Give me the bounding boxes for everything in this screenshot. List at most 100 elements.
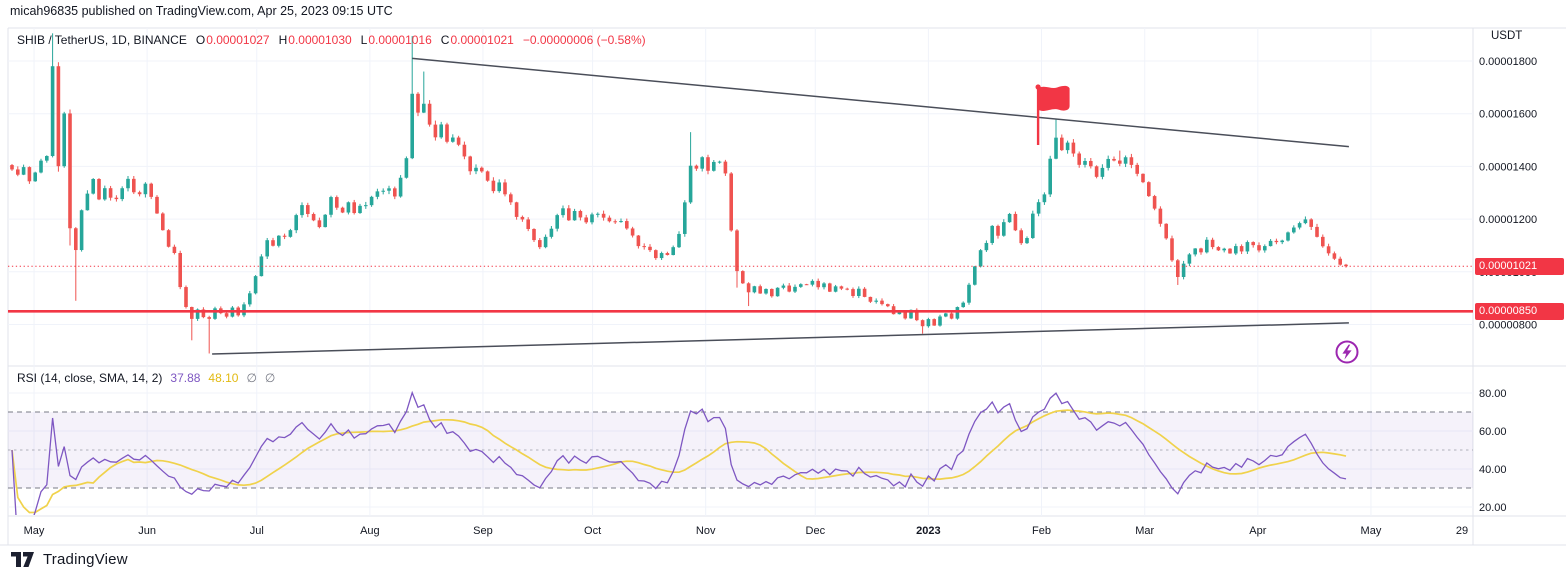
candle	[561, 208, 565, 216]
candle	[642, 246, 646, 248]
candle	[358, 205, 362, 214]
time-axis-label: Aug	[360, 525, 380, 537]
candle	[590, 214, 594, 223]
candle	[1147, 182, 1151, 197]
candle	[271, 240, 275, 246]
candle	[1176, 260, 1180, 277]
candle	[56, 66, 61, 167]
candle	[45, 156, 49, 161]
candle	[903, 311, 907, 319]
candle	[369, 196, 374, 206]
candle	[932, 319, 936, 326]
rsi-tick-label: 60.00	[1479, 426, 1507, 438]
candle	[613, 221, 617, 223]
candle	[103, 188, 107, 200]
descending-resistance[interactable]	[412, 57, 1349, 148]
ascending-support[interactable]	[212, 322, 1349, 355]
candle	[961, 302, 965, 308]
rsi-sma-line	[11, 409, 1347, 514]
candle	[764, 288, 768, 294]
candle	[1216, 247, 1221, 251]
candle	[137, 192, 142, 195]
candle	[781, 285, 786, 288]
candle	[1199, 248, 1203, 253]
candle	[1245, 242, 1250, 252]
candle	[335, 197, 339, 208]
change-value: −0.00000006 (−0.58%)	[522, 33, 646, 47]
candle	[253, 276, 258, 294]
candle	[741, 271, 745, 284]
candle	[578, 210, 583, 218]
candle	[949, 313, 954, 319]
candle	[729, 173, 733, 231]
time-axis-label: Jul	[250, 525, 264, 537]
candle	[839, 286, 844, 289]
candle	[1344, 264, 1348, 267]
candle	[375, 191, 380, 197]
candle	[340, 207, 345, 213]
candle	[897, 311, 902, 315]
candle	[654, 250, 658, 259]
candle	[549, 228, 554, 237]
rsi-current-value: 37.88	[170, 371, 201, 385]
flag-icon[interactable]	[1038, 85, 1070, 111]
candle	[1152, 196, 1157, 209]
candle	[190, 306, 194, 319]
candle	[1239, 246, 1244, 252]
candle	[787, 285, 791, 292]
time-axis-label: 2023	[916, 525, 940, 537]
candle	[50, 66, 55, 157]
rsi-sma-current-value: 48.10	[208, 371, 239, 385]
candle	[306, 205, 310, 214]
candle	[758, 286, 762, 294]
candle	[1193, 248, 1197, 255]
time-axis-label: Apr	[1249, 525, 1266, 537]
candle	[822, 283, 826, 288]
candle	[520, 216, 525, 220]
candle	[746, 283, 751, 293]
tradingview-logo-icon[interactable]	[10, 551, 35, 568]
ohlc-open-label: O	[195, 33, 206, 47]
price-tick-label: 0.00001400	[1479, 161, 1537, 173]
candle	[68, 113, 72, 229]
candle	[955, 307, 960, 319]
ohlc-high-value: 0.00001030	[288, 33, 352, 47]
candle	[364, 205, 368, 207]
candle	[491, 180, 496, 192]
candle	[1060, 137, 1064, 151]
rsi-layer	[11, 390, 1347, 515]
candle	[1292, 227, 1296, 233]
candle	[108, 188, 113, 198]
candle	[1013, 213, 1018, 231]
candle	[462, 144, 467, 157]
candle	[201, 309, 206, 318]
candle	[607, 217, 612, 222]
candle	[1210, 239, 1215, 248]
candle	[132, 178, 136, 193]
candle	[1065, 142, 1070, 151]
candle	[1019, 230, 1023, 244]
candle	[79, 210, 84, 251]
candle	[677, 233, 681, 248]
candle	[735, 230, 739, 272]
flag-icon[interactable]	[1036, 86, 1040, 145]
candle	[1286, 232, 1290, 241]
candle	[62, 113, 66, 167]
candle	[485, 171, 490, 181]
candle	[248, 293, 252, 305]
rsi-indicator-title[interactable]: RSI (14, close, SMA, 14, 2)	[17, 371, 163, 385]
price-level-badge: 0.00000850	[1475, 302, 1564, 320]
candle	[1332, 253, 1337, 259]
candle	[526, 219, 530, 229]
symbol-title[interactable]: SHIB / TetherUS, 1D, BINANCE	[17, 33, 187, 47]
rsi-band-hidden-value: ∅	[246, 371, 257, 385]
candle	[1129, 157, 1134, 165]
candle	[323, 214, 327, 228]
lightning-bolt-icon[interactable]	[1342, 344, 1352, 360]
price-tick-label: 0.00001200	[1479, 214, 1537, 226]
candle	[16, 169, 20, 175]
candle	[833, 286, 838, 292]
candle	[1268, 240, 1273, 247]
